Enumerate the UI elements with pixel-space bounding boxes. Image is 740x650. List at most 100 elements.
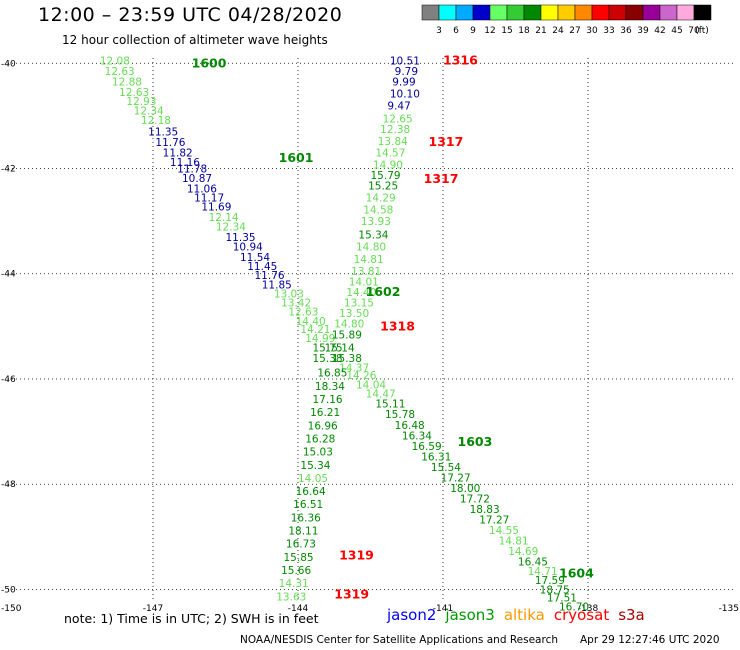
wave-height-point: 14.21 [300, 324, 330, 336]
wave-height-point: 18.75 [540, 584, 570, 596]
wave-height-point: 16.51 [293, 499, 323, 511]
colorbar-label: 33 [603, 26, 614, 36]
wave-height-point: 15.11 [375, 399, 405, 411]
wave-height-point: 14.55 [489, 525, 519, 537]
wave-height-point: 14.69 [508, 546, 538, 558]
wave-height-point: 16.59 [412, 441, 442, 453]
wave-height-point: 15.75 [313, 342, 343, 354]
orbit-time-label: 1317 [424, 171, 459, 186]
colorbar-label: 42 [654, 26, 665, 36]
wave-height-point: 11.69 [201, 201, 231, 213]
orbit-time-label: 1318 [380, 318, 415, 333]
colorbar-label: 24 [552, 26, 564, 36]
wave-height-point: 11.82 [163, 148, 193, 160]
wave-height-point: 14.29 [366, 192, 396, 204]
wave-height-point: 18.11 [288, 526, 318, 538]
legend-item-cryosat: cryosat [553, 606, 610, 624]
legend-item-s3a: s3a [618, 606, 645, 624]
wave-height-point: 14.40 [296, 316, 326, 328]
y-tick-label: -44 [1, 270, 16, 280]
legend-item-jason3: jason3 [445, 606, 495, 624]
wave-height-point: 10.10 [390, 88, 420, 100]
wave-height-point: 14.58 [363, 205, 393, 217]
wave-height-point: 11.78 [177, 164, 207, 176]
wave-height-point: 15.78 [385, 409, 415, 421]
wave-height-point: 17.16 [313, 394, 343, 406]
colorbar: 3 6 9 12 15 18 21 24 27 30 33 36 39 42 45 70(ft) [421, 4, 712, 36]
orbit-time-label: 1601 [279, 150, 314, 165]
wave-height-point: 18.34 [315, 381, 345, 393]
wave-height-point: 11.45 [247, 261, 277, 273]
wave-height-point: 13.63 [276, 591, 306, 603]
wave-height-point: 10.51 [390, 56, 420, 68]
wave-height-point: 12.63 [105, 66, 135, 78]
colorbar-label: 70 [688, 26, 700, 36]
wave-height-point: 16.73 [286, 539, 316, 551]
colorbar-label: 3 [436, 26, 442, 36]
x-tick-label: -138 [578, 604, 599, 614]
wave-height-point: 11.54 [240, 252, 270, 264]
note-text: note: 1) Time is in UTC; 2) SWH is in fe… [64, 611, 319, 626]
wave-height-point: 14.80 [334, 319, 364, 331]
wave-height-point: 13.50 [339, 308, 369, 320]
wave-height-point: 16.28 [305, 433, 335, 445]
orbit-time-label: 1604 [559, 566, 594, 581]
wave-height-point: 12.14 [209, 212, 239, 224]
wave-height-point: 12.88 [112, 77, 142, 89]
wave-height-point: 11.17 [194, 192, 224, 204]
satellite-legend: jason2 jason3 altika cryosat s3a [387, 606, 654, 624]
wave-height-point: 13.03 [274, 289, 304, 301]
colorbar-label: 45 [671, 26, 682, 36]
chart-title: 12:00 – 23:59 UTC 04/28/2020 [38, 4, 343, 26]
orbit-time-label: 1319 [334, 587, 369, 602]
wave-height-point: 14.40 [346, 287, 376, 299]
wave-height-point: 16.64 [296, 486, 326, 498]
colorbar-label: 30 [586, 26, 598, 36]
wave-height-point: 14.31 [279, 578, 309, 590]
wave-height-point: 14.01 [349, 277, 379, 289]
legend-item-jason2: jason2 [387, 606, 437, 624]
wave-height-point: 14.04 [356, 379, 386, 391]
wave-height-point: 9.47 [387, 100, 410, 112]
chart-subtitle: 12 hour collection of altimeter wave hei… [62, 33, 328, 47]
wave-height-point: 9.79 [395, 66, 418, 78]
wave-height-point: 16.34 [402, 430, 432, 442]
wave-height-point: 14.90 [373, 159, 403, 171]
x-tick-label: -150 [1, 604, 22, 614]
wave-height-point: 11.35 [148, 127, 178, 139]
orbit-time-label: 1317 [429, 134, 464, 149]
orbit-time-label: 1602 [366, 284, 401, 299]
wave-height-point: 11.16 [170, 157, 200, 169]
wave-height-point: 13.42 [281, 298, 311, 310]
wave-height-point: 15.89 [332, 329, 362, 341]
y-tick-label: -42 [1, 165, 16, 175]
wave-height-point: 11.76 [155, 137, 185, 149]
orbit-time-label: 1319 [339, 547, 374, 562]
x-tick-label: -147 [143, 604, 163, 614]
wave-height-point: 17.27 [441, 472, 471, 484]
wave-height-point: 15.34 [300, 460, 330, 472]
timestamp: Apr 29 12:27:46 UTC 2020 [580, 634, 720, 646]
wave-height-point: 15.38 [332, 353, 362, 365]
wave-height-point: 17.72 [460, 493, 490, 505]
wave-height-point: 10.94 [233, 241, 263, 253]
wave-height-point: 16.45 [518, 557, 548, 569]
colorbar-label: 9 [470, 26, 476, 36]
colorbar-label: 39 [637, 26, 649, 36]
wave-height-point: 16.36 [291, 512, 321, 524]
wave-height-point: 16.85 [317, 368, 347, 380]
colorbar-unit: (ft) [695, 26, 709, 36]
wave-height-point: 11.06 [187, 184, 217, 196]
wave-height-point: 18.00 [450, 483, 480, 495]
wave-height-point: 14.57 [375, 148, 405, 160]
colorbar-label: 36 [620, 26, 632, 36]
wave-height-point: 10.87 [182, 173, 212, 185]
wave-height-point: 14.05 [298, 473, 328, 485]
wave-height-point: 15.25 [368, 180, 398, 192]
wave-height-point: 14.26 [346, 370, 376, 382]
x-tick-label: -135 [719, 604, 739, 614]
wave-height-point: 15.85 [284, 552, 314, 564]
wave-height-point: 14.71 [528, 566, 558, 578]
wave-height-point: 17.51 [547, 592, 577, 604]
